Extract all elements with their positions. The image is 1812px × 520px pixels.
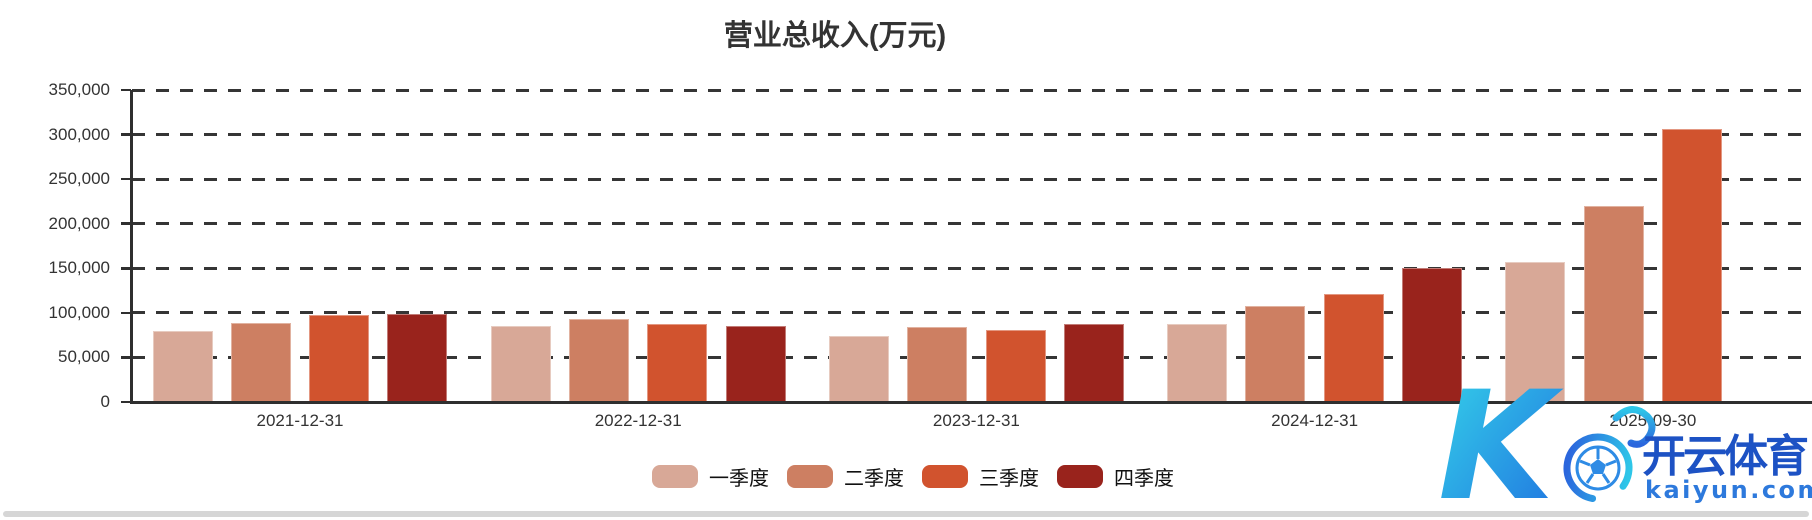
y-axis-label: 0 bbox=[100, 392, 110, 411]
bar-一季度-2024-12-31[interactable] bbox=[1167, 323, 1228, 402]
y-axis-label: 350,000 bbox=[48, 80, 110, 99]
bar-二季度-2021-12-31[interactable] bbox=[230, 323, 291, 402]
gridline bbox=[132, 177, 1812, 181]
soccer-ball-icon bbox=[1575, 445, 1621, 491]
chart-legend: 一季度 二季度 三季度 四季度 bbox=[652, 462, 1174, 491]
chart-title: 营业总收入(万元) bbox=[723, 20, 947, 52]
kaiyun-logo-icon: K 开云体育 kaiyun.com bbox=[1438, 360, 1812, 520]
y-axis-tick bbox=[121, 356, 131, 359]
bar-四季度-2023-12-31[interactable] bbox=[1063, 324, 1124, 402]
y-axis-label: 50,000 bbox=[58, 347, 110, 367]
bar-三季度-2022-12-31[interactable] bbox=[647, 324, 708, 402]
legend-swatch-icon bbox=[1057, 465, 1103, 488]
y-axis-tick bbox=[121, 133, 131, 136]
watermark-domain-text: kaiyun.com bbox=[1645, 476, 1812, 504]
legend-label: 二季度 bbox=[844, 468, 904, 490]
gridline bbox=[132, 355, 1812, 359]
y-axis-label: 300,000 bbox=[48, 124, 110, 144]
legend-label: 一季度 bbox=[709, 468, 769, 490]
bar-二季度-2022-12-31[interactable] bbox=[569, 318, 630, 402]
legend-label: 三季度 bbox=[979, 468, 1039, 490]
x-axis-line bbox=[130, 401, 1812, 404]
x-axis-label-2022-12-31: 2022-12-31 bbox=[594, 411, 682, 430]
y-axis-label: 150,000 bbox=[48, 258, 110, 278]
y-axis-line bbox=[130, 90, 133, 402]
gridline bbox=[132, 311, 1812, 315]
y-axis-tick bbox=[121, 88, 131, 92]
y-axis-tick bbox=[121, 267, 131, 270]
legend-swatch-icon bbox=[652, 465, 698, 488]
x-axis-label-2021-12-31: 2021-12-31 bbox=[256, 411, 344, 430]
legend-item-一季度[interactable]: 一季度 bbox=[652, 462, 769, 491]
bar-一季度-2025-09-30[interactable] bbox=[1505, 261, 1566, 402]
bar-四季度-2021-12-31[interactable] bbox=[387, 313, 448, 402]
watermark-brand-text: 开云体育 bbox=[1642, 431, 1808, 482]
gridline bbox=[132, 266, 1812, 270]
y-axis-tick bbox=[121, 400, 131, 404]
y-axis-tick bbox=[121, 177, 131, 181]
x-axis-label-2023-12-31: 2023-12-31 bbox=[932, 411, 1020, 430]
k-glyph: K bbox=[1438, 360, 1564, 520]
kaiyun-watermark: K 开云体育 kaiyun.com bbox=[1420, 340, 1812, 520]
bar-一季度-2022-12-31[interactable] bbox=[490, 325, 551, 402]
bar-三季度-2023-12-31[interactable] bbox=[985, 329, 1046, 402]
legend-item-三季度[interactable]: 三季度 bbox=[922, 462, 1039, 491]
bar-一季度-2023-12-31[interactable] bbox=[828, 335, 889, 402]
legend-item-四季度[interactable]: 四季度 bbox=[1057, 462, 1174, 491]
bar-三季度-2021-12-31[interactable] bbox=[309, 315, 370, 402]
legend-swatch-icon bbox=[922, 465, 968, 488]
bar-三季度-2024-12-31[interactable] bbox=[1323, 294, 1384, 402]
gridline bbox=[132, 133, 1812, 137]
bar-三季度-2025-09-30[interactable] bbox=[1661, 128, 1722, 402]
swoosh-icon bbox=[1563, 406, 1656, 503]
gridline bbox=[132, 222, 1812, 226]
y-axis-label: 250,000 bbox=[48, 169, 110, 189]
svg-text:K: K bbox=[1438, 360, 1564, 510]
bar-四季度-2024-12-31[interactable] bbox=[1402, 267, 1463, 402]
legend-swatch-icon bbox=[787, 465, 833, 488]
y-axis-label: 200,000 bbox=[48, 213, 110, 233]
bar-一季度-2021-12-31[interactable] bbox=[152, 330, 213, 402]
y-axis-label: 100,000 bbox=[48, 302, 110, 322]
y-axis-tick bbox=[121, 222, 131, 225]
bar-二季度-2023-12-31[interactable] bbox=[907, 327, 968, 402]
legend-item-二季度[interactable]: 二季度 bbox=[787, 462, 904, 491]
y-axis-tick bbox=[121, 311, 131, 315]
bottom-divider bbox=[3, 511, 1809, 517]
bar-二季度-2025-09-30[interactable] bbox=[1583, 205, 1644, 402]
legend-label: 四季度 bbox=[1114, 468, 1174, 490]
bar-二季度-2024-12-31[interactable] bbox=[1245, 305, 1306, 402]
x-axis-label-2024-12-31: 2024-12-31 bbox=[1271, 411, 1359, 430]
gridline bbox=[132, 88, 1812, 92]
bar-四季度-2022-12-31[interactable] bbox=[725, 326, 786, 402]
